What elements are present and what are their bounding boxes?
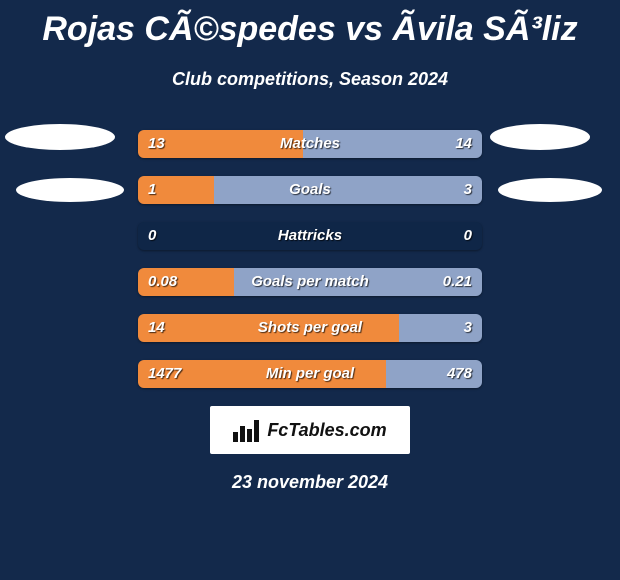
page-title: Rojas CÃ©spedes vs Ãvila SÃ³liz bbox=[0, 0, 620, 49]
stat-value-right: 0 bbox=[464, 222, 472, 250]
stat-row: 0.08Goals per match0.21 bbox=[138, 268, 482, 296]
stat-value-right: 14 bbox=[455, 130, 472, 158]
stat-label: Shots per goal bbox=[138, 314, 482, 342]
logo-box: FcTables.com bbox=[210, 406, 410, 454]
stat-value-right: 478 bbox=[447, 360, 472, 388]
stat-value-right: 0.21 bbox=[443, 268, 472, 296]
decorative-ellipse bbox=[5, 124, 115, 150]
stat-row: 13Matches14 bbox=[138, 130, 482, 158]
decorative-ellipse bbox=[498, 178, 602, 202]
stat-row: 1Goals3 bbox=[138, 176, 482, 204]
stat-row: 0Hattricks0 bbox=[138, 222, 482, 250]
stat-label: Min per goal bbox=[138, 360, 482, 388]
stat-label: Goals per match bbox=[138, 268, 482, 296]
stat-row: 14Shots per goal3 bbox=[138, 314, 482, 342]
stat-value-right: 3 bbox=[464, 314, 472, 342]
decorative-ellipse bbox=[16, 178, 124, 202]
stat-row: 1477Min per goal478 bbox=[138, 360, 482, 388]
stat-label: Goals bbox=[138, 176, 482, 204]
stat-label: Hattricks bbox=[138, 222, 482, 250]
date-label: 23 november 2024 bbox=[0, 472, 620, 493]
stats-container: 13Matches14 1Goals3 0Hattricks0 0.08Goals p… bbox=[138, 130, 482, 388]
stat-value-right: 3 bbox=[464, 176, 472, 204]
subtitle: Club competitions, Season 2024 bbox=[0, 69, 620, 90]
bars-icon bbox=[233, 418, 261, 442]
decorative-ellipse bbox=[490, 124, 590, 150]
stat-label: Matches bbox=[138, 130, 482, 158]
logo-text: FcTables.com bbox=[267, 420, 386, 441]
